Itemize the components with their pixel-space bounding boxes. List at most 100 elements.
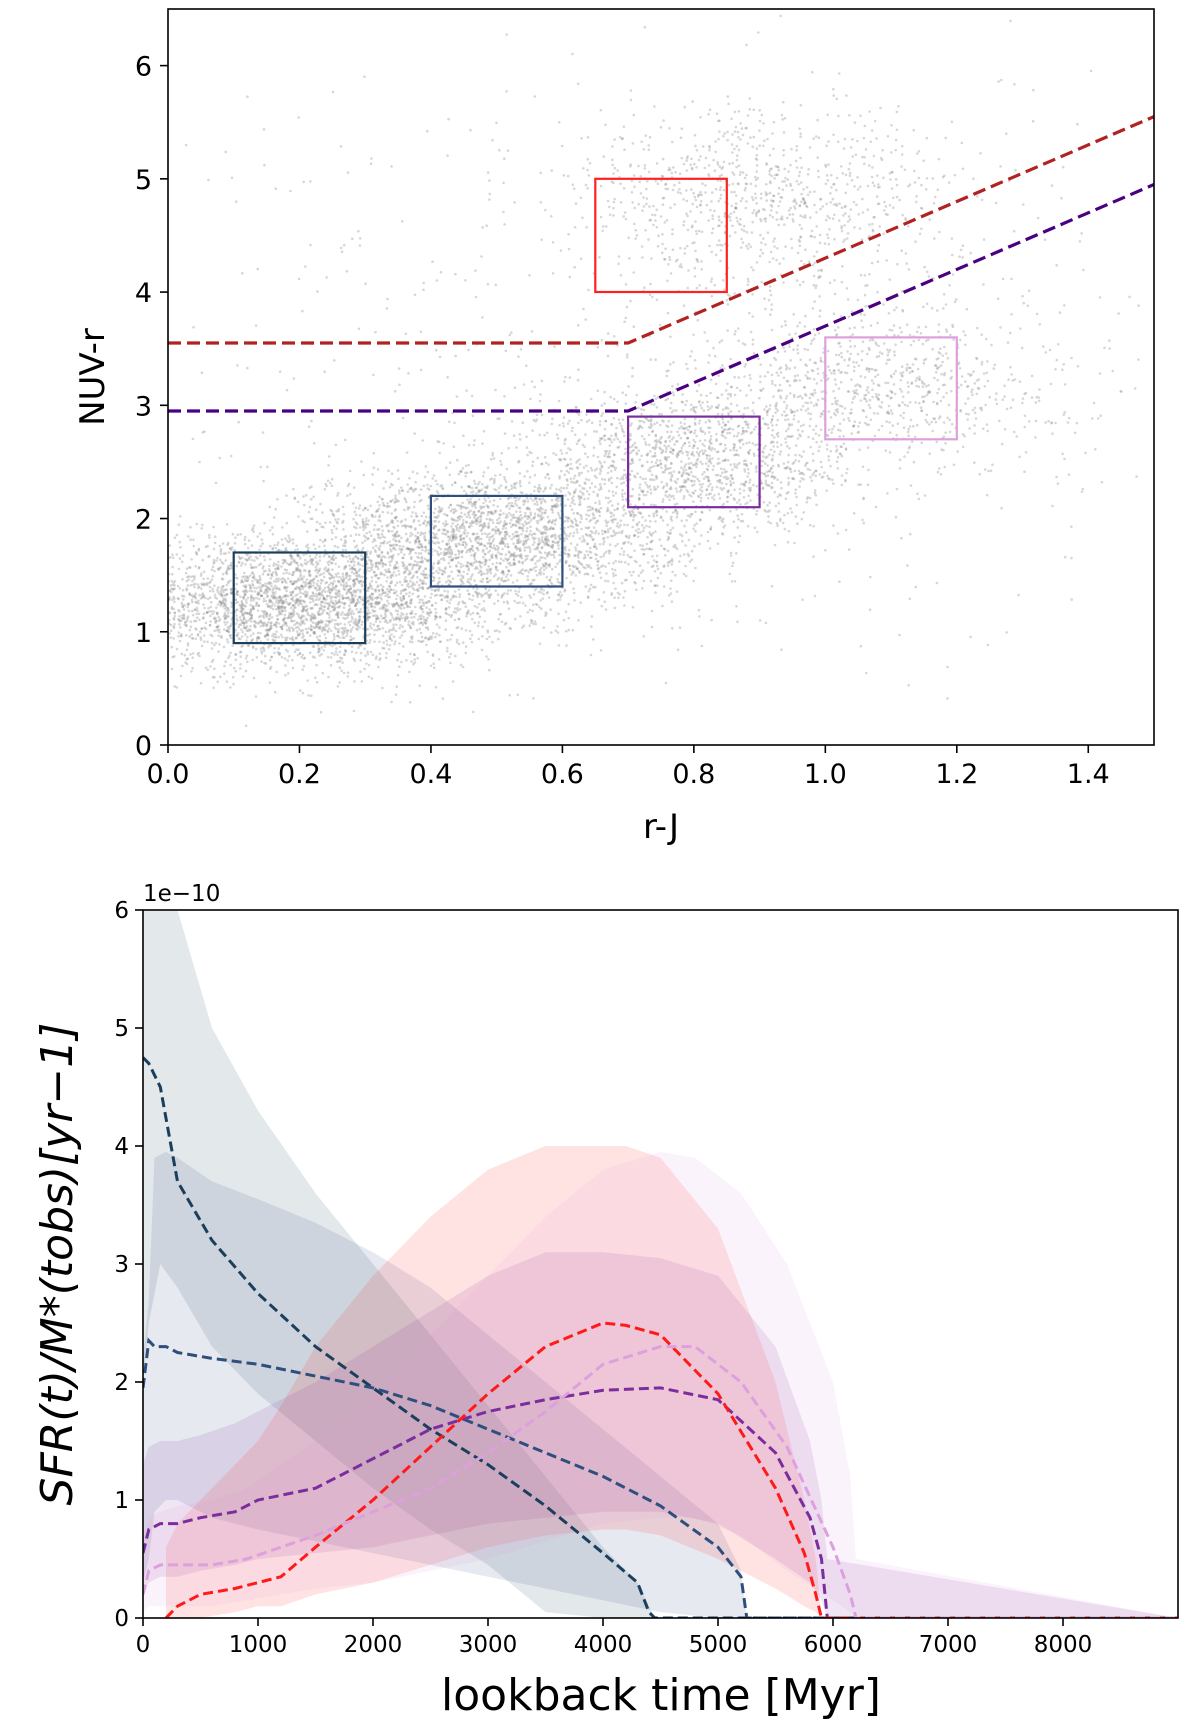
scatter-point — [316, 621, 320, 625]
scatter-point — [358, 644, 361, 647]
scatter-point — [272, 564, 275, 567]
scatter-point — [584, 482, 587, 486]
scatter-point — [221, 605, 225, 608]
scatter-point — [539, 497, 542, 501]
scatter-point — [339, 583, 343, 586]
scatter-point — [384, 563, 388, 566]
scatter-point — [268, 580, 272, 584]
scatter-point — [280, 605, 283, 609]
scatter-point — [256, 609, 260, 612]
scatter-point — [425, 619, 428, 623]
scatter-point — [349, 586, 353, 590]
scatter-point — [298, 652, 302, 655]
scatter-point — [337, 601, 340, 604]
scatter-point — [346, 671, 350, 674]
scatter-point — [302, 581, 305, 584]
scatter-point — [449, 580, 453, 584]
scatter-point — [302, 585, 306, 589]
scatter-point — [485, 577, 489, 580]
scatter-point — [504, 537, 508, 541]
scatter-point — [436, 483, 439, 486]
scatter-point — [473, 621, 477, 625]
scatter-point — [268, 564, 271, 568]
scatter-point — [488, 517, 492, 521]
scatter-point — [283, 613, 287, 617]
scatter-point — [434, 607, 437, 611]
scatter-point — [186, 603, 190, 606]
scatter-point — [393, 563, 397, 567]
scatter-point — [226, 607, 229, 610]
scatter-point — [287, 616, 290, 620]
scatter-point — [512, 516, 516, 519]
scatter-point — [391, 555, 394, 558]
scatter-point — [617, 596, 620, 600]
scatter-point — [394, 693, 398, 696]
scatter-point — [243, 621, 247, 624]
scatter-point — [301, 621, 305, 624]
scatter-point — [618, 531, 621, 534]
scatter-point — [522, 624, 526, 627]
scatter-point — [528, 545, 531, 549]
scatter-point — [350, 628, 353, 631]
scatter-point — [642, 635, 645, 638]
scatter-point — [320, 621, 323, 625]
scatter-point — [280, 612, 283, 616]
scatter-point — [481, 625, 485, 629]
scatter-point — [519, 484, 522, 488]
scatter-point — [553, 492, 556, 495]
scatter-point — [410, 612, 414, 615]
scatter-point — [303, 656, 307, 660]
scatter-point — [206, 597, 210, 601]
scatter-point — [249, 634, 253, 637]
scatter-point — [363, 647, 366, 651]
scatter-point — [172, 581, 175, 584]
scatter-point — [310, 607, 314, 611]
scatter-point — [345, 581, 348, 585]
scatter-point — [499, 459, 502, 463]
scatter-point — [195, 628, 198, 631]
scatter-point — [521, 568, 524, 571]
scatter-point — [220, 634, 223, 638]
scatter-point — [252, 676, 256, 680]
scatter-point — [483, 609, 487, 612]
scatter-point — [445, 466, 448, 470]
scatter-point — [268, 529, 272, 532]
scatter-point — [503, 520, 507, 523]
scatter-point — [360, 583, 364, 586]
scatter-point — [505, 522, 509, 526]
scatter-point — [476, 624, 480, 628]
scatter-point — [355, 574, 358, 577]
scatter-point — [376, 602, 380, 606]
scatter-point — [330, 561, 334, 565]
scatter-point — [298, 689, 302, 692]
scatter-point — [351, 567, 354, 570]
scatter-point — [529, 582, 532, 586]
scatter-point — [342, 577, 346, 580]
scatter-point — [246, 596, 250, 600]
scatter-point — [435, 569, 438, 573]
scatter-point — [169, 584, 172, 587]
scatter-point — [178, 587, 181, 590]
scatter-point — [376, 596, 380, 599]
scatter-point — [489, 544, 492, 548]
scatter-point — [421, 601, 425, 604]
scatter-point — [526, 500, 530, 503]
scatter-point — [213, 560, 216, 564]
scatter-point — [506, 589, 510, 592]
scatter-point — [169, 556, 172, 559]
scatter-point — [401, 564, 405, 568]
scatter-point — [368, 569, 371, 573]
scatter-point — [461, 543, 465, 547]
scatter-point — [344, 540, 348, 544]
scatter-point — [230, 564, 233, 567]
scatter-point — [309, 594, 313, 598]
scatter-point — [177, 567, 181, 571]
scatter-point — [300, 576, 304, 580]
scatter-point — [486, 511, 490, 514]
scatter-point — [217, 586, 220, 589]
scatter-point — [350, 645, 354, 648]
scatter-point — [227, 611, 230, 615]
scatter-point — [671, 627, 674, 630]
scatter-point — [261, 542, 265, 545]
